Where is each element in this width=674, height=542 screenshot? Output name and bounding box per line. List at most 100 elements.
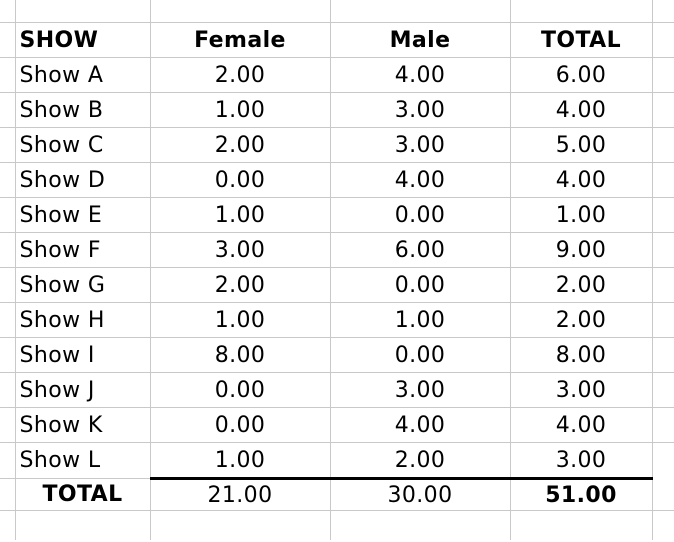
male-value-cell[interactable]: 4.00 <box>329 407 511 443</box>
total-value-cell[interactable]: 4.00 <box>509 92 653 128</box>
grid-margin-cell[interactable] <box>651 267 674 303</box>
empty-cell[interactable] <box>329 510 511 540</box>
male-value-cell[interactable]: 3.00 <box>329 372 511 408</box>
table-row: Show B 1.00 3.00 4.00 <box>0 92 674 128</box>
grid-margin-cell[interactable] <box>0 442 16 479</box>
male-value-cell[interactable]: 3.00 <box>329 92 511 128</box>
show-name-cell[interactable]: Show E <box>14 197 151 233</box>
female-value-cell[interactable]: 1.00 <box>149 302 331 338</box>
empty-cell[interactable] <box>509 510 653 540</box>
grid-margin-cell[interactable] <box>651 407 674 443</box>
male-value-cell[interactable]: 4.00 <box>329 162 511 198</box>
female-value-cell[interactable]: 2.00 <box>149 57 331 93</box>
grid-margin-cell[interactable] <box>0 302 16 338</box>
totals-female-cell[interactable]: 21.00 <box>149 477 331 511</box>
show-name-cell[interactable]: Show A <box>14 57 151 93</box>
header-cell-male[interactable]: Male <box>329 22 511 58</box>
empty-cell[interactable] <box>14 510 151 540</box>
empty-cell[interactable] <box>14 0 151 23</box>
grid-margin-cell[interactable] <box>0 127 16 163</box>
show-name-cell[interactable]: Show D <box>14 162 151 198</box>
male-value-cell[interactable]: 6.00 <box>329 232 511 268</box>
female-value-cell[interactable]: 0.00 <box>149 407 331 443</box>
grid-margin-cell[interactable] <box>651 162 674 198</box>
empty-cell[interactable] <box>0 510 16 540</box>
totals-total-cell[interactable]: 51.00 <box>509 477 653 511</box>
empty-cell[interactable] <box>651 510 674 540</box>
grid-margin-cell[interactable] <box>0 22 16 58</box>
empty-cell[interactable] <box>329 0 511 23</box>
grid-margin-cell[interactable] <box>0 232 16 268</box>
empty-cell[interactable] <box>149 0 331 23</box>
grid-margin-cell[interactable] <box>651 442 674 479</box>
empty-cell[interactable] <box>509 0 653 23</box>
show-name-cell[interactable]: Show H <box>14 302 151 338</box>
grid-margin-cell[interactable] <box>0 267 16 303</box>
female-value-cell[interactable]: 3.00 <box>149 232 331 268</box>
grid-margin-cell[interactable] <box>651 127 674 163</box>
table-row: Show H 1.00 1.00 2.00 <box>0 302 674 338</box>
total-value-cell[interactable]: 3.00 <box>509 372 653 408</box>
grid-margin-cell[interactable] <box>0 162 16 198</box>
empty-cell[interactable] <box>651 0 674 23</box>
total-value-cell[interactable]: 5.00 <box>509 127 653 163</box>
female-value-cell[interactable]: 1.00 <box>149 197 331 233</box>
header-cell-show[interactable]: SHOW <box>14 22 151 58</box>
female-value-cell[interactable]: 2.00 <box>149 127 331 163</box>
show-name-cell[interactable]: Show F <box>14 232 151 268</box>
total-value-cell[interactable]: 9.00 <box>509 232 653 268</box>
header-cell-female[interactable]: Female <box>149 22 331 58</box>
female-value-cell[interactable]: 8.00 <box>149 337 331 373</box>
grid-margin-cell[interactable] <box>651 57 674 93</box>
totals-label-cell[interactable]: TOTAL <box>14 478 151 511</box>
female-value-cell[interactable]: 0.00 <box>149 162 331 198</box>
female-value-cell[interactable]: 0.00 <box>149 372 331 408</box>
female-value-cell[interactable]: 2.00 <box>149 267 331 303</box>
grid-margin-cell[interactable] <box>651 22 674 58</box>
show-name-cell[interactable]: Show L <box>14 442 151 479</box>
total-value-cell[interactable]: 3.00 <box>509 442 653 479</box>
show-name-cell[interactable]: Show C <box>14 127 151 163</box>
show-name-cell[interactable]: Show J <box>14 372 151 408</box>
grid-margin-cell[interactable] <box>0 337 16 373</box>
male-value-cell[interactable]: 4.00 <box>329 57 511 93</box>
grid-margin-cell[interactable] <box>0 478 16 511</box>
grid-margin-cell[interactable] <box>651 232 674 268</box>
male-value-cell[interactable]: 2.00 <box>329 442 511 479</box>
total-value-cell[interactable]: 8.00 <box>509 337 653 373</box>
male-value-cell[interactable]: 0.00 <box>329 267 511 303</box>
total-value-cell[interactable]: 4.00 <box>509 162 653 198</box>
female-value-cell[interactable]: 1.00 <box>149 92 331 128</box>
male-value-cell[interactable]: 0.00 <box>329 337 511 373</box>
grid-margin-cell[interactable] <box>651 337 674 373</box>
grid-margin-cell[interactable] <box>651 478 674 511</box>
grid-margin-cell[interactable] <box>651 92 674 128</box>
grid-margin-cell[interactable] <box>0 92 16 128</box>
total-value-cell[interactable]: 4.00 <box>509 407 653 443</box>
table-row: Show I 8.00 0.00 8.00 <box>0 337 674 373</box>
totals-male-cell[interactable]: 30.00 <box>329 477 511 511</box>
total-value-cell[interactable]: 1.00 <box>509 197 653 233</box>
show-name-cell[interactable]: Show B <box>14 92 151 128</box>
show-name-cell[interactable]: Show G <box>14 267 151 303</box>
grid-margin-cell[interactable] <box>651 197 674 233</box>
male-value-cell[interactable]: 0.00 <box>329 197 511 233</box>
grid-margin-cell[interactable] <box>651 302 674 338</box>
grid-margin-cell[interactable] <box>0 407 16 443</box>
show-name-cell[interactable]: Show I <box>14 337 151 373</box>
female-value-cell[interactable]: 1.00 <box>149 442 331 479</box>
male-value-cell[interactable]: 1.00 <box>329 302 511 338</box>
show-name-cell[interactable]: Show K <box>14 407 151 443</box>
total-value-cell[interactable]: 6.00 <box>509 57 653 93</box>
empty-cell[interactable] <box>149 510 331 540</box>
male-value-cell[interactable]: 3.00 <box>329 127 511 163</box>
grid-margin-cell[interactable] <box>0 372 16 408</box>
header-cell-total[interactable]: TOTAL <box>509 22 653 58</box>
grid-margin-cell[interactable] <box>651 372 674 408</box>
table-row: Show G 2.00 0.00 2.00 <box>0 267 674 303</box>
empty-cell[interactable] <box>0 0 16 23</box>
total-value-cell[interactable]: 2.00 <box>509 267 653 303</box>
grid-margin-cell[interactable] <box>0 57 16 93</box>
grid-margin-cell[interactable] <box>0 197 16 233</box>
total-value-cell[interactable]: 2.00 <box>509 302 653 338</box>
